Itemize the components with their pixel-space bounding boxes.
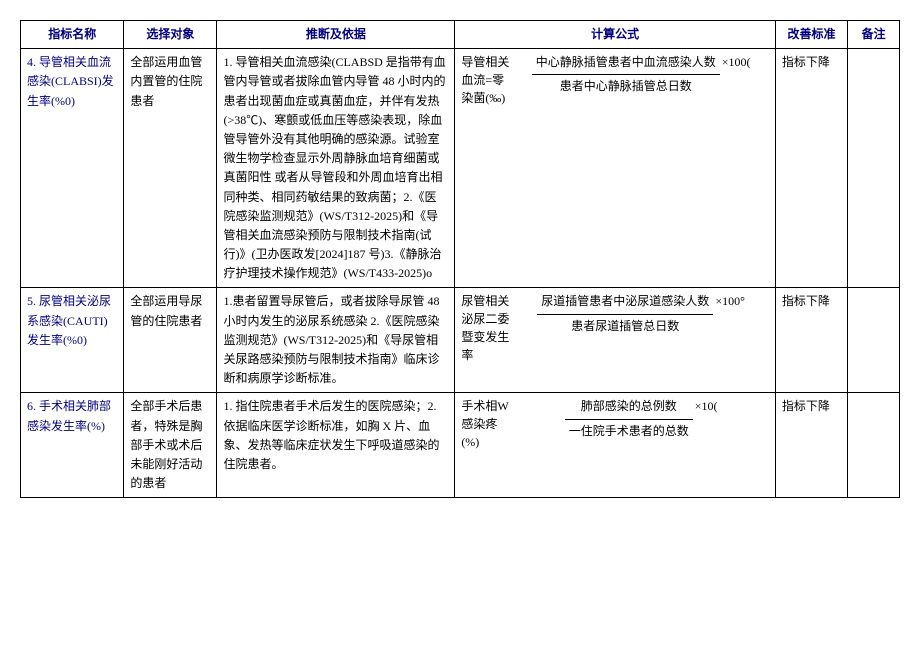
cell-subject: 全部运用血管内置管的住院患者 [124, 49, 217, 288]
table-row: 5. 尿管相关泌尿系感染(CAUTI)发生率(%0) 全部运用导尿管的住院患者 … [21, 288, 900, 393]
cell-name: 6. 手术相关肺部感染发生率(%) [21, 393, 124, 498]
header-standard: 改善标准 [775, 21, 847, 49]
formula-numerator: 尿道插管患者中泌尿道感染人数 [537, 292, 713, 314]
cell-formula: 尿管相关泌尿二委暨变发生率 尿道插管患者中泌尿道感染人数 患者尿道插管总日数 ×… [455, 288, 776, 393]
cell-formula: 导管相关血流=零染菌(‰) 中心静脉插管患者中血流感染人数 患者中心静脉插管总日… [455, 49, 776, 288]
cell-remark [848, 288, 900, 393]
header-name: 指标名称 [21, 21, 124, 49]
formula-fraction: 尿道插管患者中泌尿道感染人数 患者尿道插管总日数 [537, 292, 713, 335]
formula-denominator: 患者尿道插管总日数 [537, 315, 713, 336]
cell-standard: 指标下降 [775, 49, 847, 288]
cell-remark [848, 393, 900, 498]
header-formula: 计算公式 [455, 21, 776, 49]
table-row: 6. 手术相关肺部感染发生率(%) 全部手术后患者，特殊是胸部手术或术后未能刚好… [21, 393, 900, 498]
cell-basis: 1. 导管相关血流感染(CLABSD 是指带有血管内导管或者拔除血管内导管 48… [217, 49, 455, 288]
header-subject: 选择对象 [124, 21, 217, 49]
cell-name: 4. 导管相关血流感染(CLABSI)发生率(%0) [21, 49, 124, 288]
cell-basis: 1. 指住院患者手术后发生的医院感染；2. 依据临床医学诊断标准，如胸 X 片、… [217, 393, 455, 498]
cell-formula: 手术相W感染疼(%) 肺部感染的总例数 一住院手术患者的总数 ×10( [455, 393, 776, 498]
formula-fraction: 肺部感染的总例数 一住院手术患者的总数 [565, 397, 693, 440]
cell-standard: 指标下降 [775, 288, 847, 393]
table-row: 4. 导管相关血流感染(CLABSI)发生率(%0) 全部运用血管内置管的住院患… [21, 49, 900, 288]
cell-name: 5. 尿管相关泌尿系感染(CAUTI)发生率(%0) [21, 288, 124, 393]
formula-denominator: 一住院手术患者的总数 [565, 420, 693, 441]
cell-remark [848, 49, 900, 288]
formula-label: 导管相关血流=零染菌(‰) [461, 53, 509, 107]
formula-fraction: 中心静脉插管患者中血流感染人数 患者中心静脉插管总日数 [532, 53, 720, 96]
formula-denominator: 患者中心静脉插管总日数 [532, 75, 720, 96]
formula-suffix: ×10( [695, 397, 718, 416]
header-remark: 备注 [848, 21, 900, 49]
formula-label: 尿管相关泌尿二委暨变发生率 [461, 292, 509, 364]
formula-label: 手术相W感染疼(%) [461, 397, 509, 451]
table-header-row: 指标名称 选择对象 推断及依据 计算公式 改善标准 备注 [21, 21, 900, 49]
header-basis: 推断及依据 [217, 21, 455, 49]
formula-suffix: ×100° [715, 292, 745, 311]
cell-subject: 全部运用导尿管的住院患者 [124, 288, 217, 393]
formula-numerator: 肺部感染的总例数 [565, 397, 693, 419]
formula-numerator: 中心静脉插管患者中血流感染人数 [532, 53, 720, 75]
indicator-table: 指标名称 选择对象 推断及依据 计算公式 改善标准 备注 4. 导管相关血流感染… [20, 20, 900, 498]
cell-basis: 1.患者留置导尿管后，或者拔除导尿管 48 小时内发生的泌尿系统感染 2.《医院… [217, 288, 455, 393]
formula-suffix: ×100( [722, 53, 751, 72]
cell-standard: 指标下降 [775, 393, 847, 498]
cell-subject: 全部手术后患者，特殊是胸部手术或术后未能刚好活动的患者 [124, 393, 217, 498]
